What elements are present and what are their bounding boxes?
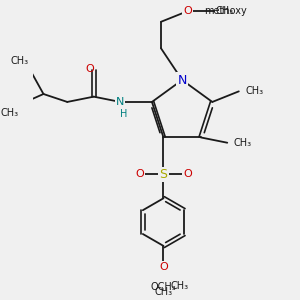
Text: O: O	[85, 64, 94, 74]
Text: methoxy: methoxy	[222, 10, 228, 11]
Text: O: O	[135, 169, 144, 179]
Text: CH₃: CH₃	[11, 56, 29, 66]
Text: O: O	[159, 262, 168, 272]
Text: H: H	[120, 109, 127, 118]
Text: CH₃: CH₃	[234, 138, 252, 148]
Text: methoxy: methoxy	[215, 7, 221, 9]
Text: CH₃: CH₃	[170, 280, 188, 291]
Text: CH₃: CH₃	[215, 6, 233, 16]
Text: S: S	[160, 168, 167, 181]
Text: OCH₃: OCH₃	[151, 282, 176, 292]
Text: CH₃: CH₃	[154, 287, 172, 297]
Text: methoxy: methoxy	[204, 6, 247, 16]
Text: CH₃: CH₃	[245, 86, 263, 96]
Text: N: N	[177, 74, 187, 86]
Text: O: O	[183, 169, 192, 179]
Text: CH₃: CH₃	[0, 108, 18, 118]
Text: N: N	[116, 97, 124, 107]
Text: O: O	[183, 6, 192, 16]
